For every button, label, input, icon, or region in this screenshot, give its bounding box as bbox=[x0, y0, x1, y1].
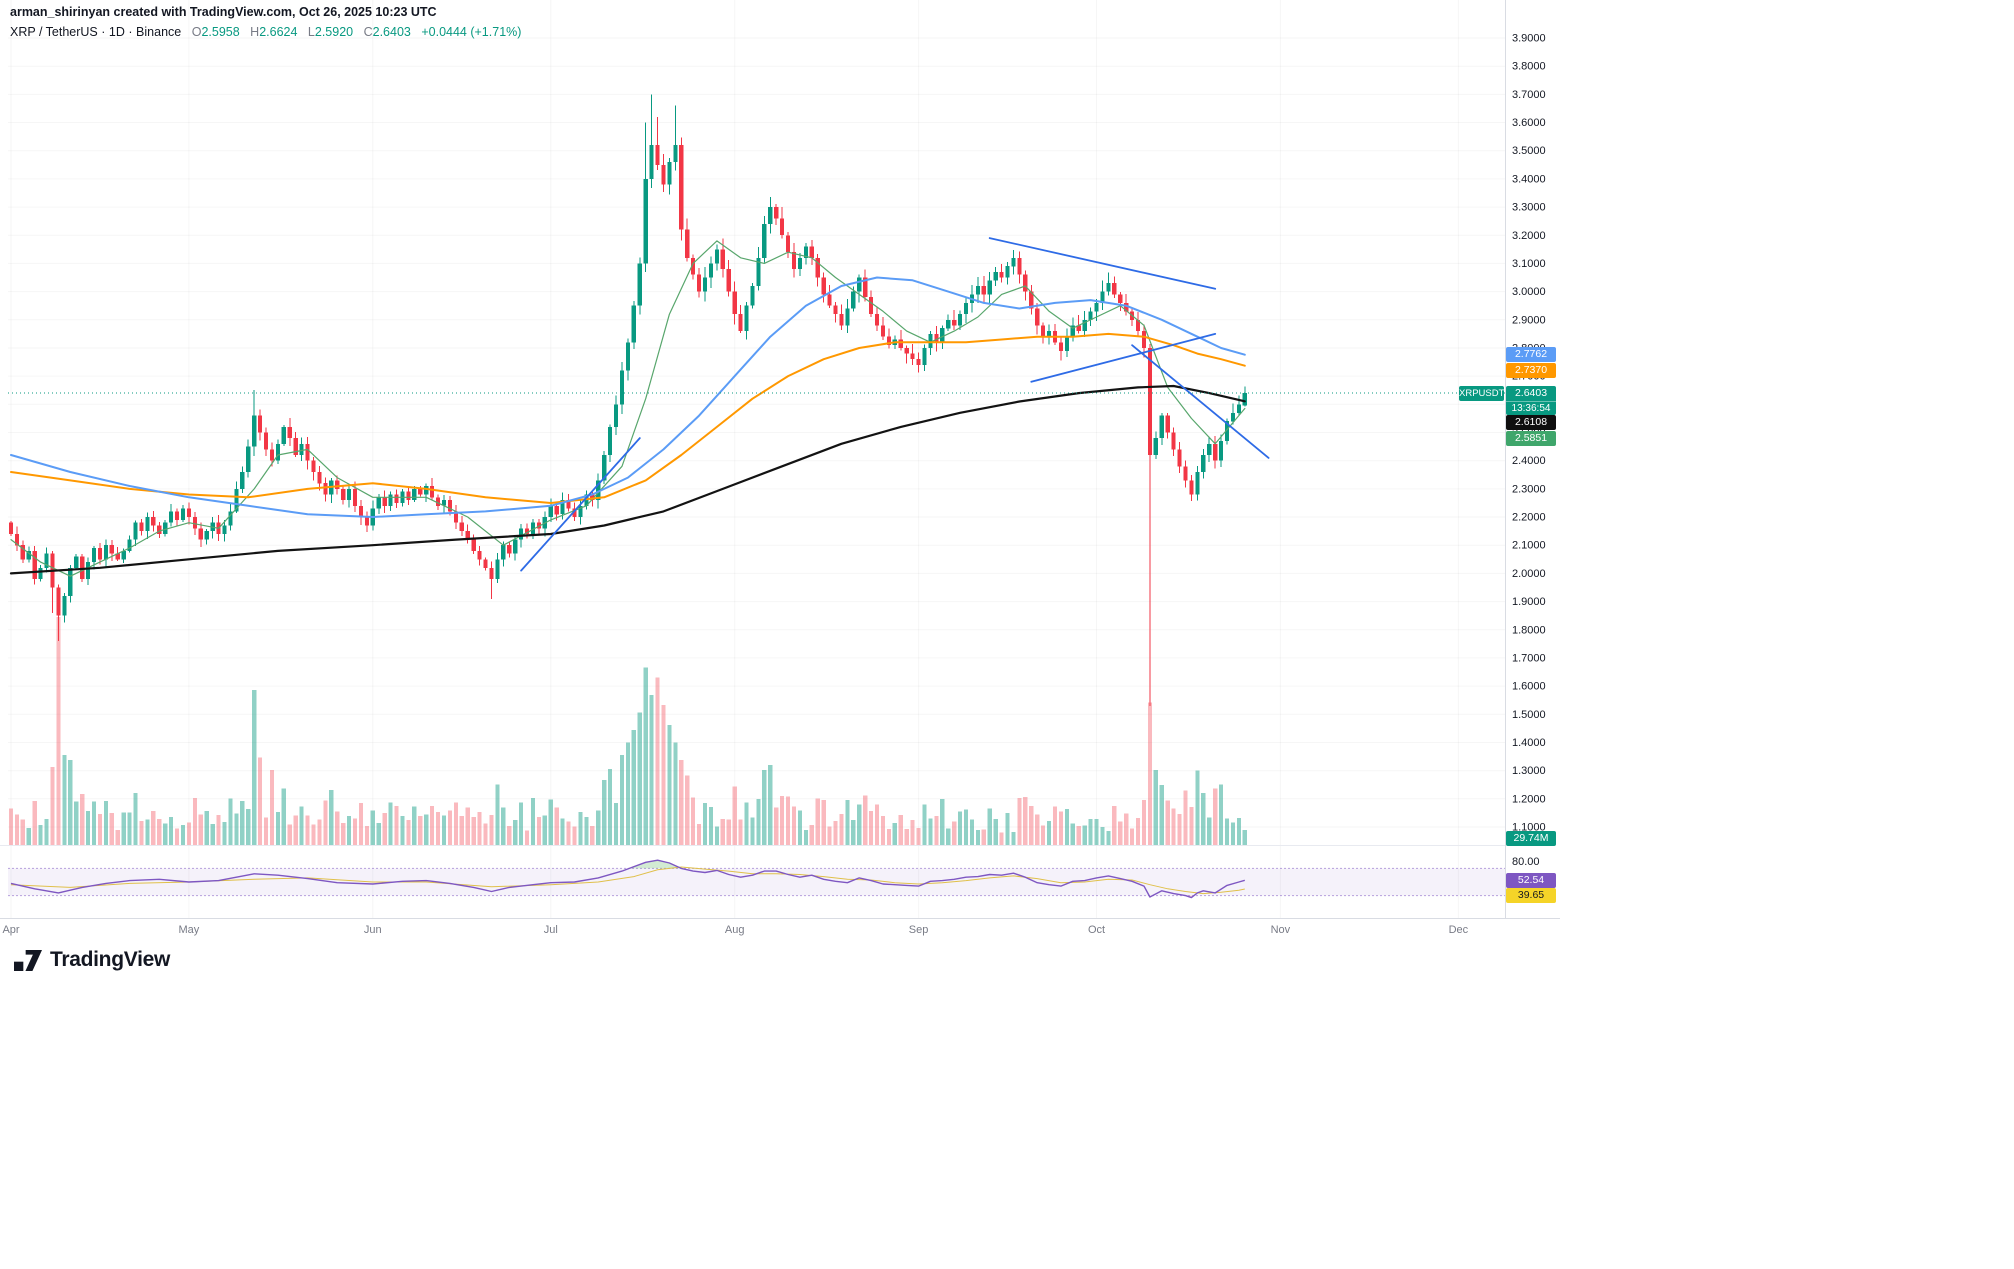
svg-text:1.1000: 1.1000 bbox=[1512, 822, 1546, 834]
svg-text:2.3000: 2.3000 bbox=[1512, 483, 1546, 495]
svg-text:Sep: Sep bbox=[909, 924, 929, 936]
legend-separator-2: · bbox=[128, 25, 133, 39]
rsi-pane: 80.00 bbox=[8, 856, 1540, 899]
svg-text:3.8000: 3.8000 bbox=[1512, 61, 1546, 73]
symbol-price-tag: XRPUSDT bbox=[1459, 385, 1505, 401]
svg-text:3.4000: 3.4000 bbox=[1512, 173, 1546, 185]
svg-text:Oct: Oct bbox=[1088, 924, 1105, 936]
trendlines bbox=[520, 237, 1270, 572]
ma-green-price-badge: 2.5851 bbox=[1506, 430, 1556, 446]
svg-text:Nov: Nov bbox=[1271, 924, 1291, 936]
svg-text:3.3000: 3.3000 bbox=[1512, 202, 1546, 214]
rsi-line bbox=[10, 859, 1245, 899]
chart-canvas[interactable]: 80.00 1.1000 1.2000 1.3000 1.4000 1.5000 1.600… bbox=[0, 0, 1560, 945]
high-value: 2.6624 bbox=[259, 25, 298, 39]
high-label: H bbox=[250, 25, 260, 39]
low-label: L bbox=[307, 25, 315, 39]
svg-text:Apr: Apr bbox=[2, 924, 19, 936]
fast-green-line bbox=[10, 240, 1246, 577]
ma-black-price-badge: 2.6108 bbox=[1506, 415, 1556, 430]
volume-badge: 29.74M bbox=[1506, 831, 1556, 846]
change-value: +0.0444 (+1.71%) bbox=[421, 25, 522, 39]
svg-text:1.4000: 1.4000 bbox=[1512, 737, 1546, 749]
svg-text:1.5000: 1.5000 bbox=[1512, 709, 1546, 721]
volume-bars bbox=[8, 617, 1247, 845]
svg-text:1.2000: 1.2000 bbox=[1512, 793, 1546, 805]
bar-countdown: 13:36:54 bbox=[1506, 400, 1556, 415]
grid bbox=[8, 0, 1505, 918]
svg-text:2.2000: 2.2000 bbox=[1512, 512, 1546, 524]
current-price-badge: 2.6403 13:36:54 bbox=[1506, 385, 1556, 415]
close-value: 2.6403 bbox=[372, 25, 411, 39]
tradingview-wordmark: TradingView bbox=[50, 948, 171, 971]
current-price-value: 2.6403 bbox=[1514, 386, 1548, 399]
open-label: O bbox=[191, 25, 202, 39]
svg-text:3.0000: 3.0000 bbox=[1512, 286, 1546, 298]
svg-text:May: May bbox=[179, 924, 200, 936]
chart-area[interactable]: 80.00 1.1000 1.2000 1.3000 1.4000 1.5000 1.600… bbox=[0, 0, 1560, 945]
ma-blue-price-badge: 2.7762 bbox=[1506, 347, 1556, 363]
low-value: 2.5920 bbox=[314, 25, 354, 39]
svg-text:Dec: Dec bbox=[1449, 924, 1469, 936]
svg-text:3.1000: 3.1000 bbox=[1512, 258, 1546, 270]
open-value: 2.5958 bbox=[201, 25, 240, 39]
svg-text:1.9000: 1.9000 bbox=[1512, 596, 1546, 608]
ma-orange-line bbox=[10, 332, 1246, 504]
ma-orange-price-badge: 2.7370 bbox=[1506, 362, 1556, 378]
svg-text:3.6000: 3.6000 bbox=[1512, 117, 1546, 129]
svg-text:3.9000: 3.9000 bbox=[1512, 33, 1546, 45]
svg-text:1.3000: 1.3000 bbox=[1512, 765, 1546, 777]
svg-text:Jul: Jul bbox=[544, 924, 558, 936]
svg-text:2.9000: 2.9000 bbox=[1512, 314, 1546, 326]
time-axis-labels: Apr May Jun Jul Aug Sep Oct Nov Dec bbox=[2, 924, 1468, 936]
rsi-scale-label: 80.00 bbox=[1512, 856, 1540, 868]
tradingview-logo-icon bbox=[14, 949, 42, 971]
ma-blue-line bbox=[10, 276, 1246, 518]
svg-text:1.8000: 1.8000 bbox=[1512, 624, 1546, 636]
tradingview-logo[interactable]: TradingView bbox=[14, 948, 170, 972]
rsi-signal-badge: 39.65 bbox=[1506, 887, 1556, 903]
svg-text:2.4000: 2.4000 bbox=[1512, 455, 1546, 467]
svg-text:3.7000: 3.7000 bbox=[1512, 89, 1546, 101]
credit-line: arman_shirinyan created with TradingView… bbox=[10, 5, 437, 19]
svg-text:2.0000: 2.0000 bbox=[1512, 568, 1546, 580]
svg-text:3.2000: 3.2000 bbox=[1512, 230, 1546, 242]
svg-text:2.1000: 2.1000 bbox=[1512, 540, 1546, 552]
close-label: C bbox=[363, 25, 373, 39]
svg-text:1.7000: 1.7000 bbox=[1512, 652, 1546, 664]
timeframe-label[interactable]: 1D bbox=[108, 25, 125, 39]
svg-text:Aug: Aug bbox=[725, 924, 745, 936]
rsi-value-badge: 52.54 bbox=[1506, 873, 1556, 889]
chart-legend: XRP / TetherUS · 1D · Binance O2.5958 H2… bbox=[10, 25, 521, 39]
legend-separator-1: · bbox=[101, 25, 106, 39]
svg-text:3.5000: 3.5000 bbox=[1512, 145, 1546, 157]
candles bbox=[8, 94, 1247, 706]
exchange-label: Binance bbox=[136, 25, 182, 39]
svg-text:1.6000: 1.6000 bbox=[1512, 681, 1546, 693]
symbol-title[interactable]: XRP / TetherUS bbox=[10, 25, 98, 39]
svg-text:Jun: Jun bbox=[364, 924, 382, 936]
ma-black-line bbox=[9, 384, 1246, 575]
